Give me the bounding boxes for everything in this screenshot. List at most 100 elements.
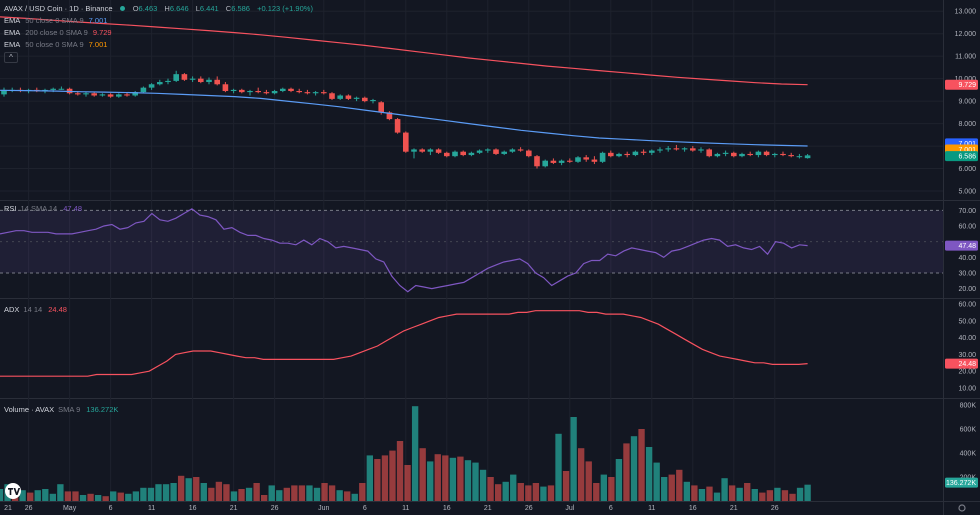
candle-body — [337, 95, 343, 99]
volume-name: Volume · AVAX — [4, 405, 55, 414]
volume-bar — [479, 469, 487, 501]
volume-legend[interactable]: Volume · AVAX SMA 9 136.272K — [4, 405, 118, 414]
volume-bar — [517, 483, 524, 501]
candle-body — [255, 91, 261, 93]
candle-body — [91, 93, 97, 96]
indicator-legend-ema50-2[interactable]: EMA 50 close 0 SMA 9 7.001 — [4, 39, 112, 50]
volume-bar — [193, 477, 200, 501]
settings-gear-icon[interactable] — [958, 504, 966, 512]
candle-body — [411, 149, 417, 152]
indicator-params: 50 close 0 SMA 9 — [25, 16, 84, 25]
candle-body — [304, 92, 311, 94]
candle-body — [198, 78, 204, 83]
adx-pane[interactable] — [0, 310, 808, 377]
volume-tick-label: 400K — [960, 451, 977, 458]
time-tick-label: 6 — [363, 505, 367, 512]
candle-body — [321, 92, 327, 94]
rsi-tick-label: 40.00 — [958, 255, 976, 262]
time-tick-label: 21 — [230, 505, 238, 512]
volume-bar — [759, 492, 766, 501]
price-badge-label: 7.001 — [958, 147, 976, 154]
candle-body — [558, 160, 565, 163]
indicator-legend-ema200[interactable]: EMA 200 close 0 SMA 9 9.729 — [4, 27, 117, 38]
candle-body — [132, 92, 138, 96]
volume-params: SMA 9 — [58, 405, 81, 414]
candle-body — [444, 152, 450, 157]
candle-body — [206, 79, 212, 83]
tradingview-logo-icon[interactable] — [4, 483, 24, 499]
adx-tick-label: 50.00 — [958, 318, 976, 325]
collapse-legend-button[interactable]: ^ — [4, 52, 18, 63]
candle-body — [296, 91, 302, 93]
candle-body — [83, 93, 89, 95]
volume-bar — [102, 496, 109, 501]
volume-bar — [313, 487, 321, 501]
candle-body — [698, 149, 704, 151]
volume-bar — [645, 447, 653, 501]
candle-body — [58, 88, 65, 90]
volume-bar — [389, 450, 396, 501]
volume-bar — [796, 487, 804, 501]
adx-legend[interactable]: ADX 14 14 24.48 — [4, 305, 67, 314]
candle-body — [649, 150, 655, 153]
volume-bar — [442, 455, 449, 501]
candle-body — [452, 151, 458, 157]
price-pane[interactable] — [0, 16, 811, 169]
time-tick-label: 26 — [771, 505, 779, 512]
time-axis[interactable]: 21 26 May 6 11 16 21 26 Jun 6 11 16 21 26 Jul 6 11 16 21 26 — [4, 505, 779, 512]
rsi-params: 14 SMA 14 — [20, 204, 58, 213]
volume-bar — [125, 493, 132, 501]
time-tick-label: 16 — [443, 505, 451, 512]
candle-body — [230, 89, 237, 92]
adx-tick-label: 60.00 — [958, 302, 976, 309]
time-tick-label: Jul — [565, 505, 574, 512]
volume-bar — [736, 487, 743, 501]
ohlc-high: H6.646 — [164, 4, 189, 13]
adx-value: 24.48 — [48, 305, 67, 314]
candle-body — [616, 153, 622, 157]
candle-body — [657, 149, 663, 151]
candle-body — [493, 149, 499, 154]
volume-bar — [57, 484, 64, 501]
volume-bar — [34, 490, 41, 501]
volume-tick-label: 600K — [960, 427, 977, 434]
volume-bar — [132, 491, 140, 501]
volume-bar — [223, 484, 230, 501]
volume-bar — [585, 461, 592, 501]
volume-bar — [555, 433, 562, 501]
volume-bar — [298, 485, 306, 501]
volume-bar — [713, 492, 721, 501]
adx-tick-label: 20.00 — [958, 369, 976, 376]
volume-bar — [117, 492, 124, 501]
volume-bar — [0, 489, 4, 501]
adx-params: 14 14 — [23, 305, 43, 314]
volume-bar — [238, 489, 245, 501]
rsi-pane[interactable] — [0, 208, 943, 293]
candle-body — [75, 93, 81, 95]
symbol-title[interactable]: AVAX / USD Coin · 1D · Binance — [4, 4, 113, 13]
candle-body — [624, 153, 630, 156]
volume-bar — [449, 457, 457, 501]
candle-body — [468, 152, 475, 156]
volume-bar — [306, 485, 313, 501]
candle-body — [312, 92, 319, 94]
volume-bar — [170, 483, 177, 501]
candle-body — [706, 149, 712, 157]
time-tick-label: May — [63, 505, 77, 512]
volume-bar — [208, 487, 215, 501]
volume-bar — [494, 484, 502, 501]
ohlc-close: C6.586 — [225, 4, 250, 13]
candle-body — [181, 74, 188, 80]
volume-bar — [72, 491, 79, 501]
volume-bar — [19, 490, 26, 501]
indicator-legend-ema50[interactable]: EMA 50 close 0 SMA 9 7.001 — [4, 15, 112, 26]
adx-tick-label: 30.00 — [958, 352, 976, 359]
volume-pane[interactable] — [0, 406, 811, 501]
volume-bar — [140, 487, 147, 501]
volume-bar — [789, 493, 796, 501]
price-axis[interactable]: 13.00012.00011.00010.0009.0008.0007.0006… — [945, 9, 978, 512]
rsi-legend[interactable]: RSI 14 SMA 14 47.48 — [4, 204, 82, 213]
candle-body — [403, 132, 409, 152]
volume-bar — [593, 483, 600, 501]
